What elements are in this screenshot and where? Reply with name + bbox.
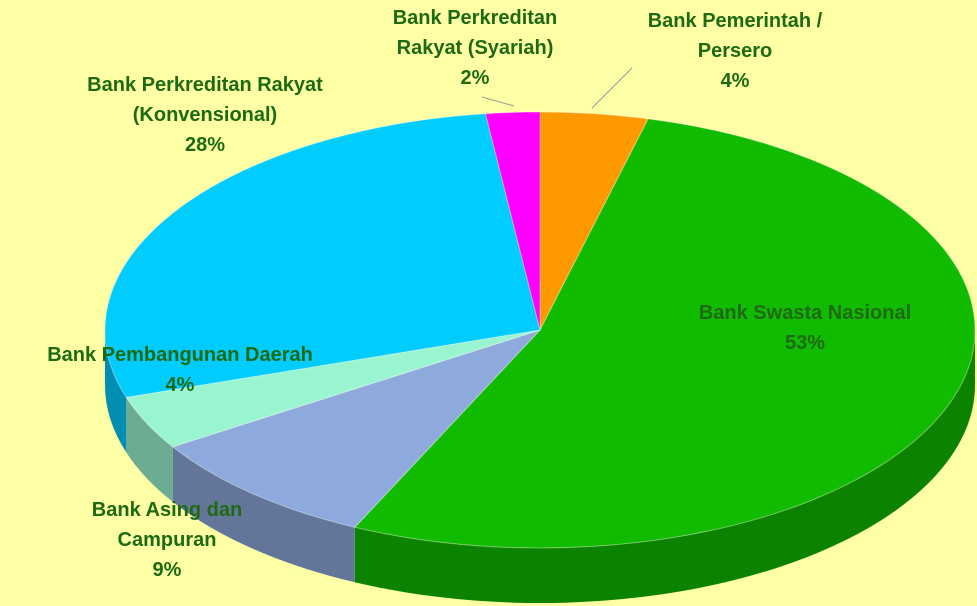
label-category: Bank Asing dan Campuran — [91, 499, 243, 551]
slice — [484, 111, 541, 331]
leader-line — [481, 96, 515, 107]
label-value: 2% — [460, 67, 490, 89]
slice — [539, 111, 649, 331]
slice-side — [126, 397, 173, 502]
label-category: Bank Perkreditan Rakyat (Konvensional) — [87, 74, 323, 126]
slice-side — [354, 330, 975, 603]
label-value: 53% — [784, 332, 826, 354]
data-label: Bank Swasta Nasional 53% — [655, 298, 955, 358]
slice-side — [172, 446, 355, 583]
label-value: 4% — [720, 70, 750, 92]
data-label: Bank Pembangunan Daerah 4% — [0, 340, 360, 400]
label-category: Bank Pemerintah / Persero — [647, 10, 823, 62]
data-label: Bank Asing dan Campuran 9% — [67, 495, 267, 585]
slice — [104, 113, 541, 398]
label-value: 4% — [165, 374, 195, 396]
data-label: Bank Perkreditan Rakyat (Syariah) 2% — [365, 3, 585, 93]
label-value: 9% — [152, 559, 182, 581]
slice — [125, 329, 541, 448]
data-label: Bank Pemerintah / Persero 4% — [615, 6, 855, 96]
label-category: Bank Swasta Nasional — [698, 302, 912, 324]
leader-line — [591, 67, 633, 109]
slice — [353, 118, 976, 549]
label-category: Bank Perkreditan Rakyat (Syariah) — [392, 7, 558, 59]
label-category: Bank Pembangunan Daerah — [47, 344, 313, 366]
slice — [171, 328, 542, 528]
data-label: Bank Perkreditan Rakyat (Konvensional) 28… — [65, 70, 345, 160]
slice-side — [105, 330, 127, 453]
label-value: 28% — [184, 134, 226, 156]
